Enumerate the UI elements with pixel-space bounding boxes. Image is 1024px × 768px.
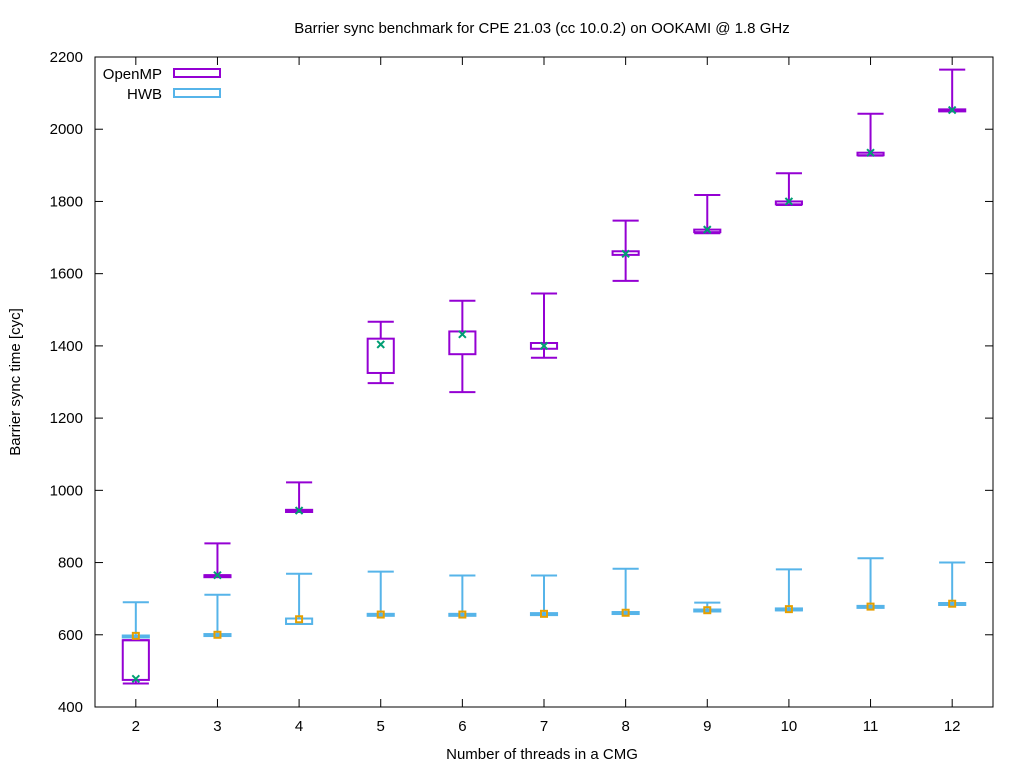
x-tick-label: 6 [458,718,466,735]
openmp-mean-marker [703,225,712,234]
y-tick-label: 1200 [50,410,83,427]
openmp-mean-marker [539,341,549,351]
hwb-box [938,602,967,606]
openmp-mean-marker [294,506,304,515]
legend: OpenMP HWB [103,66,221,103]
openmp-mean-marker [213,570,222,580]
hwb-mean-marker [948,599,957,608]
x-tick-label: 2 [132,718,140,735]
plot-series [121,68,967,685]
legend-label-openmp: OpenMP [103,66,162,83]
y-axis-label: Barrier sync time [cyc] [7,308,24,456]
openmp-mean-marker [131,674,141,684]
openmp-mean-marker [784,197,794,206]
hwb-mean-marker [295,615,304,624]
hwb-mean-marker [540,609,548,618]
openmp-mean-marker [458,330,467,339]
openmp-box [529,342,559,350]
x-tick-label: 5 [377,718,385,735]
hwb-box [774,607,803,612]
openmp-mean-marker [947,105,957,115]
openmp-mean-marker [866,148,875,157]
hwb-mean-marker [866,602,875,611]
plot-frame [94,56,994,708]
x-tick-label: 4 [295,718,303,735]
hwb-mean-marker [703,606,712,615]
y-tick-label: 400 [58,699,83,716]
hwb-box [121,634,150,639]
hwb-mean-marker [213,630,222,639]
y-tick-label: 1400 [50,338,83,355]
hwb-box [611,611,640,616]
x-tick-label: 11 [863,718,879,735]
x-tick-label: 3 [213,718,221,735]
x-tick-label: 10 [781,718,798,735]
y-tick-label: 800 [58,555,83,572]
hwb-mean-marker [131,631,140,640]
hwb-mean-marker [621,608,630,617]
y-tick-label: 1000 [50,482,83,499]
chart-title: Barrier sync benchmark for CPE 21.03 (cc… [294,20,789,37]
hwb-mean-marker [458,610,467,619]
y-tick-label: 1600 [50,266,83,283]
hwb-box [448,612,477,617]
legend-swatch-openmp [173,68,221,78]
hwb-box [203,633,232,638]
x-tick-label: 7 [540,718,548,735]
hwb-mean-marker [784,605,793,614]
y-axis-ticks: 400 600 800 1000 1200 1400 1600 1800 2000 2200 [50,49,993,716]
hwb-box [529,612,559,617]
openmp-box [366,337,395,374]
x-tick-label: 8 [621,718,629,735]
hwb-box [693,608,722,613]
openmp-mean-marker [621,249,630,259]
openmp-box [448,330,477,356]
openmp-mean-marker [376,340,385,349]
x-axis-label: Number of threads in a CMG [446,746,638,763]
legend-swatch-hwb [173,88,221,98]
x-tick-label: 12 [944,718,961,735]
y-tick-label: 1800 [50,193,83,210]
x-axis-ticks: 2 3 4 5 6 7 8 9 10 11 12 [132,57,961,735]
y-tick-label: 2000 [50,121,83,138]
hwb-box [856,604,885,609]
series-openmp [121,68,967,685]
y-tick-label: 2200 [50,49,83,66]
legend-label-hwb: HWB [127,86,162,103]
x-tick-label: 9 [703,718,711,735]
hwb-box [285,617,314,625]
y-tick-label: 600 [58,627,83,644]
series-hwb [121,557,967,640]
hwb-mean-marker [376,610,385,619]
hwb-box [366,612,395,617]
